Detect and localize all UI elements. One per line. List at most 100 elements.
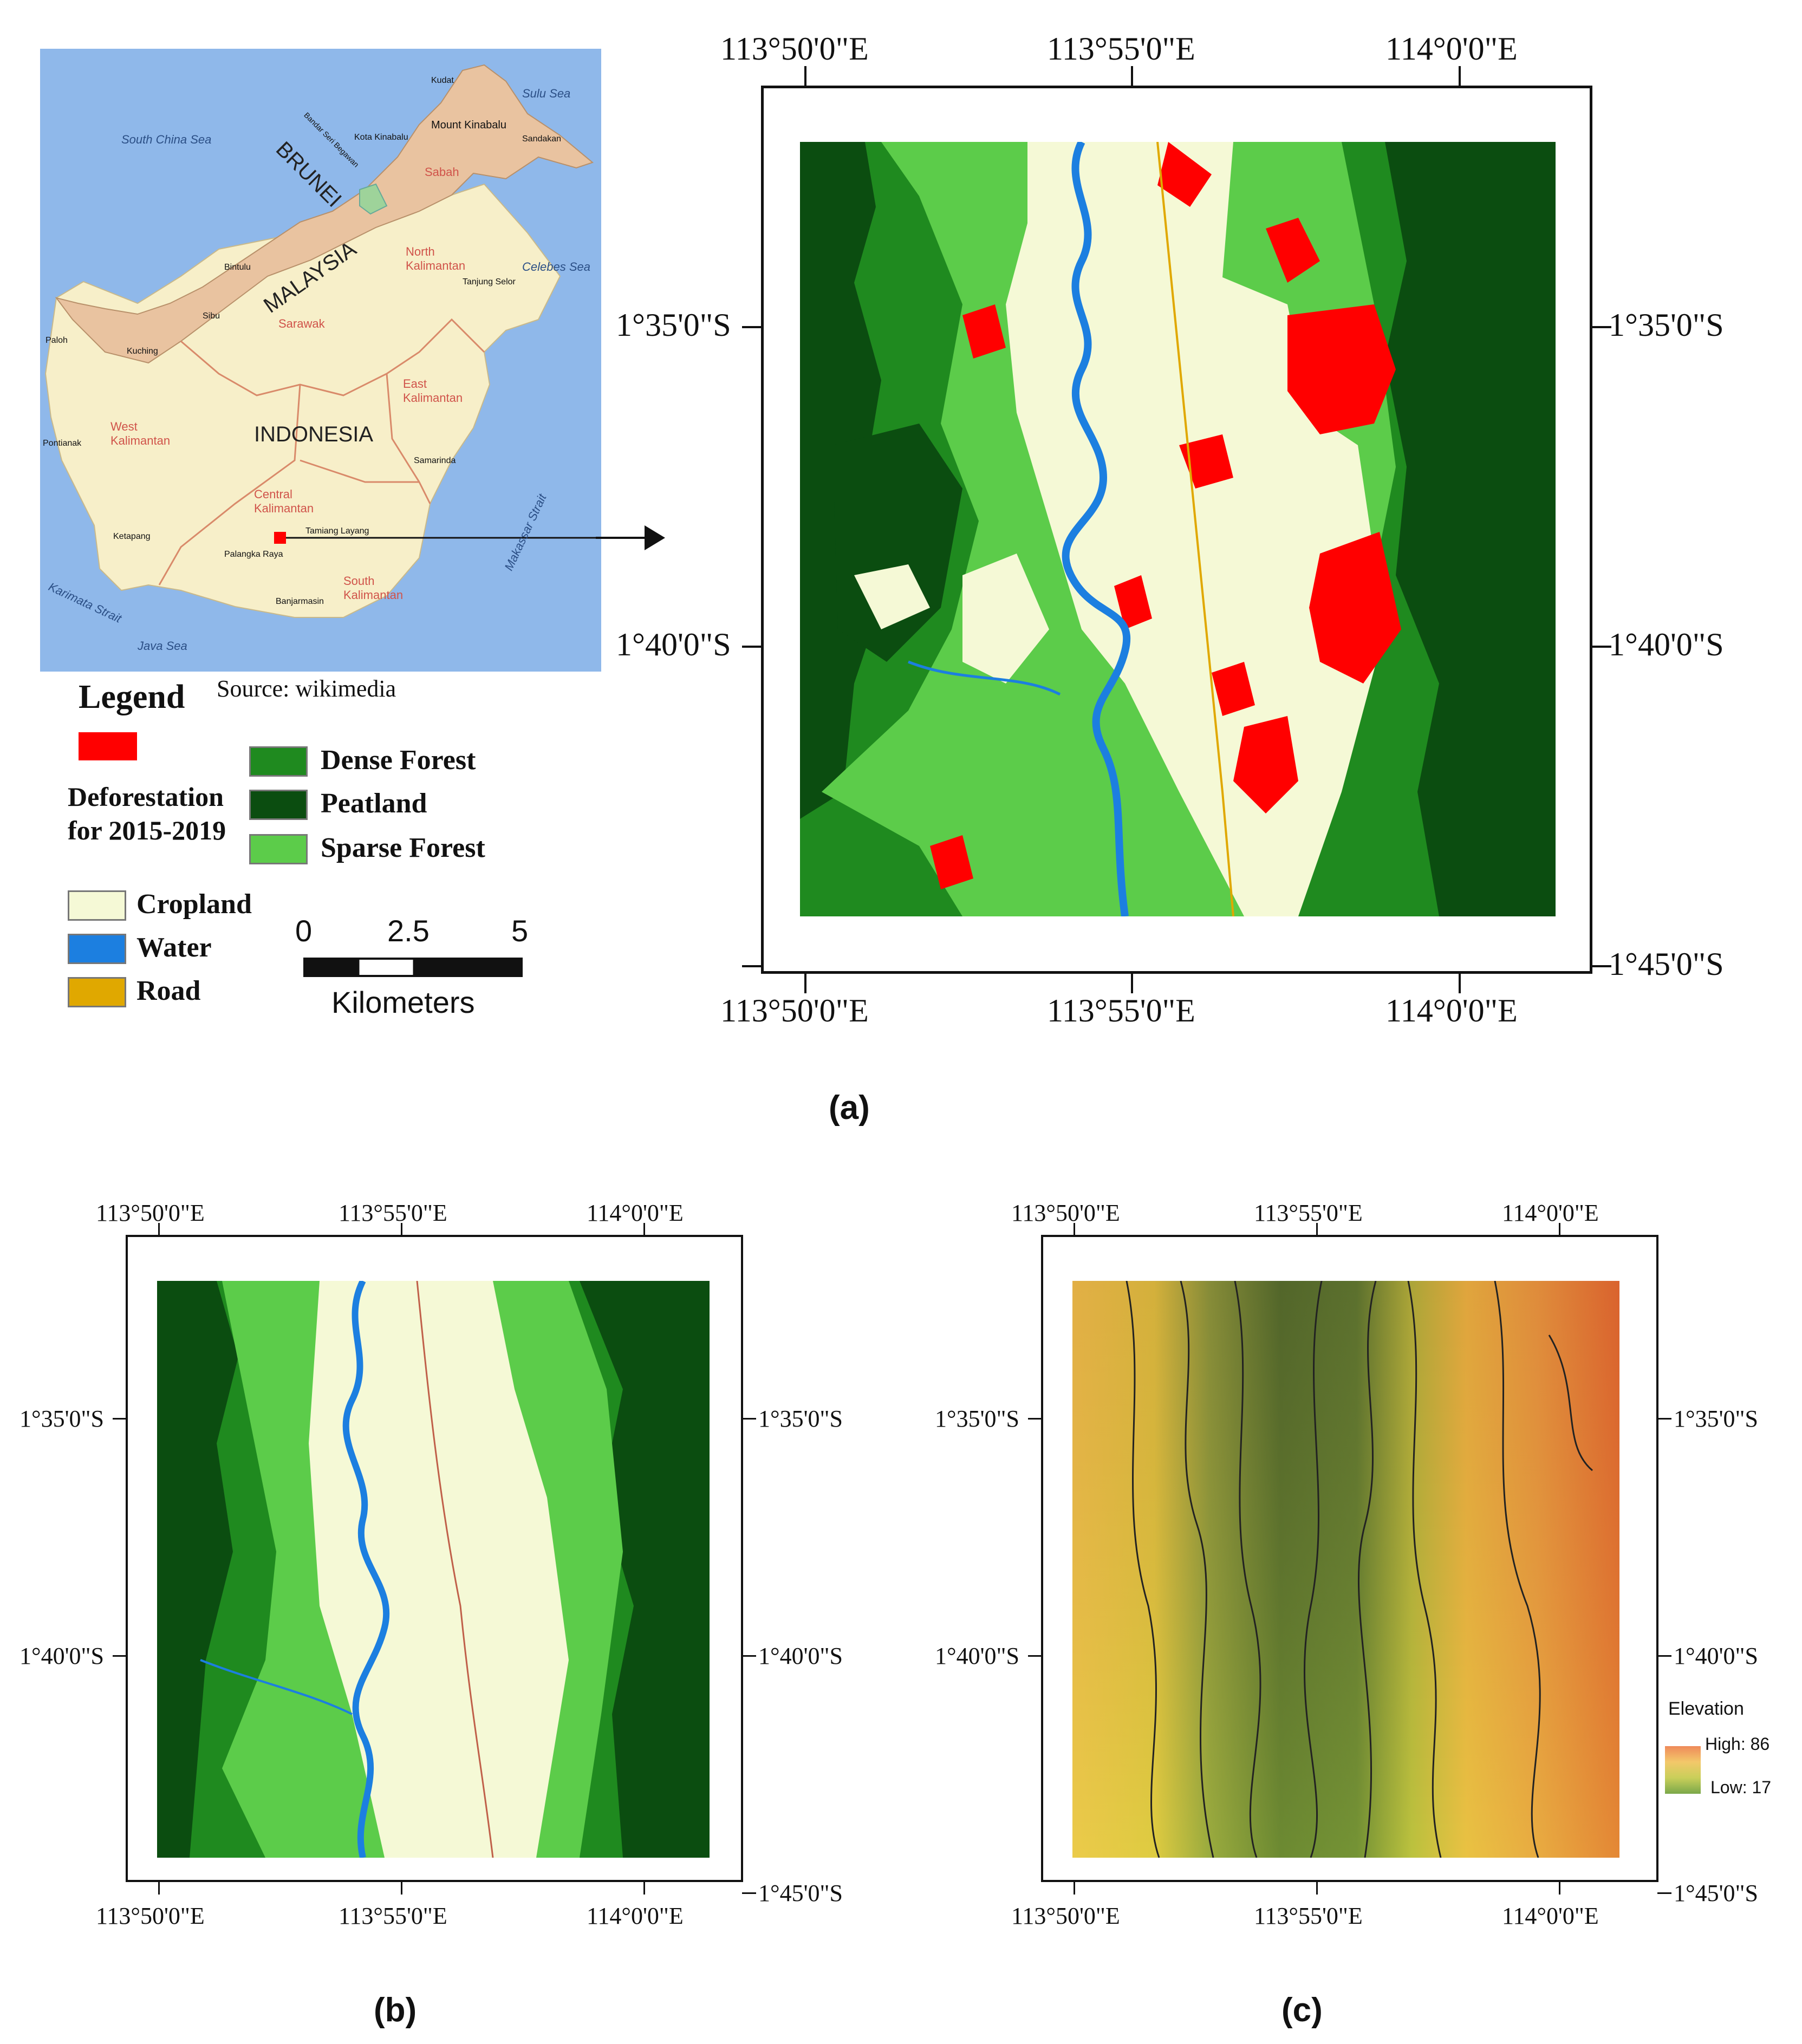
city-label: Tanjung Selor xyxy=(463,277,516,287)
legend-label-peatland: Peatland xyxy=(321,788,427,819)
region-label: Sabah xyxy=(425,165,459,179)
region-label: South Kalimantan xyxy=(343,574,404,602)
lat-label: 1°40'0"S xyxy=(1674,1643,1758,1669)
legend-label-water: Water xyxy=(136,932,212,963)
legend-swatch-cropland xyxy=(68,890,126,921)
lat-label: 1°40'0"S xyxy=(935,1643,1019,1669)
tick-mark xyxy=(804,66,806,88)
caption-c: (c) xyxy=(1281,1991,1323,2029)
lon-label: 113°55'0"E xyxy=(339,1903,447,1929)
legend-swatch-water xyxy=(68,934,126,964)
tick-mark xyxy=(742,1892,756,1894)
city-label: Palangka Raya xyxy=(224,550,283,559)
tick-mark xyxy=(742,1655,756,1657)
city-label: Kota Kinabalu xyxy=(354,133,408,142)
city-label: Banjarmasin xyxy=(276,597,324,606)
map-c-elevation xyxy=(1072,1281,1619,1858)
lon-label: 113°50'0"E xyxy=(96,1903,205,1929)
city-label: Bintulu xyxy=(224,263,251,272)
study-area-marker xyxy=(274,532,286,544)
map-c-frame xyxy=(1041,1235,1658,1882)
tick-mark xyxy=(1028,1655,1042,1657)
lat-label: 1°40'0"S xyxy=(758,1643,843,1669)
scale-tick-label: 2.5 xyxy=(387,914,430,948)
map-b-landcover xyxy=(157,1281,710,1858)
lat-label: 1°35'0"S xyxy=(1609,307,1724,343)
scale-unit: Kilometers xyxy=(331,985,475,1019)
tick-mark xyxy=(113,1418,127,1420)
lat-label: 1°35'0"S xyxy=(1674,1405,1758,1432)
lon-label: 114°0'0"E xyxy=(1502,1200,1599,1226)
tick-mark xyxy=(1459,66,1461,88)
lon-label: 114°0'0"E xyxy=(587,1903,684,1929)
city-label: Kudat xyxy=(431,76,454,85)
elevation-legend-title: Elevation xyxy=(1668,1698,1744,1719)
city-label: Kuching xyxy=(127,347,158,356)
elevation-color-ramp xyxy=(1665,1746,1701,1794)
tick-mark xyxy=(1590,965,1611,967)
country-label: INDONESIA xyxy=(254,422,374,446)
tick-mark xyxy=(1131,972,1133,993)
lon-label: 113°50'0"E xyxy=(720,31,869,67)
legend-label-deforestation: Deforestation for 2015-2019 xyxy=(68,782,226,845)
tick-mark xyxy=(1657,1418,1671,1420)
caption-a: (a) xyxy=(829,1089,870,1127)
region-label: North Kalimantan xyxy=(406,245,466,272)
sea-label: Sulu Sea xyxy=(522,87,571,100)
city-label: Tamiang Layang xyxy=(305,526,369,536)
tick-mark xyxy=(1316,1880,1318,1895)
tick-mark xyxy=(401,1880,402,1895)
legend-label-road: Road xyxy=(136,975,201,1006)
lon-label: 114°0'0"E xyxy=(1502,1903,1599,1929)
tick-mark xyxy=(1316,1223,1318,1237)
tick-mark xyxy=(1590,646,1611,648)
tick-mark xyxy=(1459,972,1461,993)
region-label: West Kalimantan xyxy=(110,420,171,447)
lat-label: 1°45'0"S xyxy=(1609,946,1724,982)
city-label: Ketapang xyxy=(113,532,151,541)
tick-mark xyxy=(1559,1223,1560,1237)
source-label: Source: wikimedia xyxy=(217,675,396,702)
legend-swatch-sparse-forest xyxy=(249,834,308,864)
lat-label: 1°35'0"S xyxy=(19,1405,104,1432)
tick-mark xyxy=(742,965,764,967)
scale-tick-label: 0 xyxy=(295,914,313,948)
tick-mark xyxy=(1028,1418,1042,1420)
tick-mark xyxy=(401,1223,402,1237)
tick-mark xyxy=(158,1223,160,1237)
arrow-icon xyxy=(596,525,665,550)
city-label: Mount Kinabalu xyxy=(431,119,506,131)
map-b-frame xyxy=(126,1235,743,1882)
tick-mark xyxy=(643,1223,645,1237)
sea-label: Java Sea xyxy=(138,639,187,653)
lat-label: 1°35'0"S xyxy=(935,1405,1019,1432)
lon-label: 113°50'0"E xyxy=(1011,1903,1120,1929)
legend-title: Legend xyxy=(79,679,185,715)
city-label: Sandakan xyxy=(522,134,562,144)
lat-label: 1°45'0"S xyxy=(758,1880,843,1906)
lon-label: 113°55'0"E xyxy=(1254,1903,1363,1929)
lon-label: 114°0'0"E xyxy=(587,1200,684,1226)
lat-label: 1°40'0"S xyxy=(19,1643,104,1669)
borneo-map-graphic xyxy=(40,49,647,672)
city-label: Samarinda xyxy=(414,456,456,465)
map-a-landcover xyxy=(800,142,1556,916)
lon-label: 113°50'0"E xyxy=(96,1200,205,1226)
legend-swatch-peatland xyxy=(249,790,308,820)
city-label: Sibu xyxy=(203,311,220,321)
lon-label: 113°50'0"E xyxy=(1011,1200,1120,1226)
city-label: Paloh xyxy=(45,336,68,345)
tick-mark xyxy=(1657,1892,1671,1894)
legend-swatch-dense-forest xyxy=(249,746,308,777)
lon-label: 114°0'0"E xyxy=(1385,31,1518,67)
city-label: Pontianak xyxy=(43,439,82,448)
tick-mark xyxy=(1559,1880,1560,1895)
lon-label: 113°55'0"E xyxy=(1254,1200,1363,1226)
lat-label: 1°35'0"S xyxy=(758,1405,843,1432)
tick-mark xyxy=(1074,1880,1075,1895)
map-a-frame xyxy=(761,86,1592,974)
tick-mark xyxy=(742,646,764,648)
lon-label: 113°55'0"E xyxy=(1047,993,1195,1028)
scale-bar xyxy=(303,958,523,977)
caption-b: (b) xyxy=(374,1991,417,2029)
